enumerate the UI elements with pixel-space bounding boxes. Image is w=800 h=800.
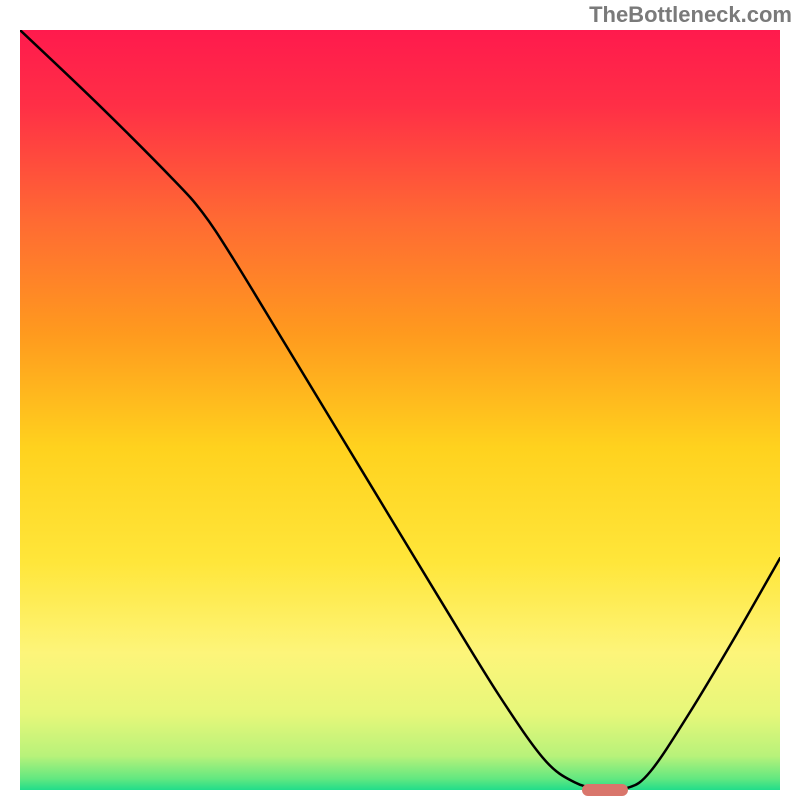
- watermark-text: TheBottleneck.com: [589, 2, 792, 28]
- plot-area: [20, 30, 780, 790]
- chart-container: TheBottleneck.com: [0, 0, 800, 800]
- optimal-marker: [582, 784, 628, 796]
- curve-line: [20, 30, 780, 790]
